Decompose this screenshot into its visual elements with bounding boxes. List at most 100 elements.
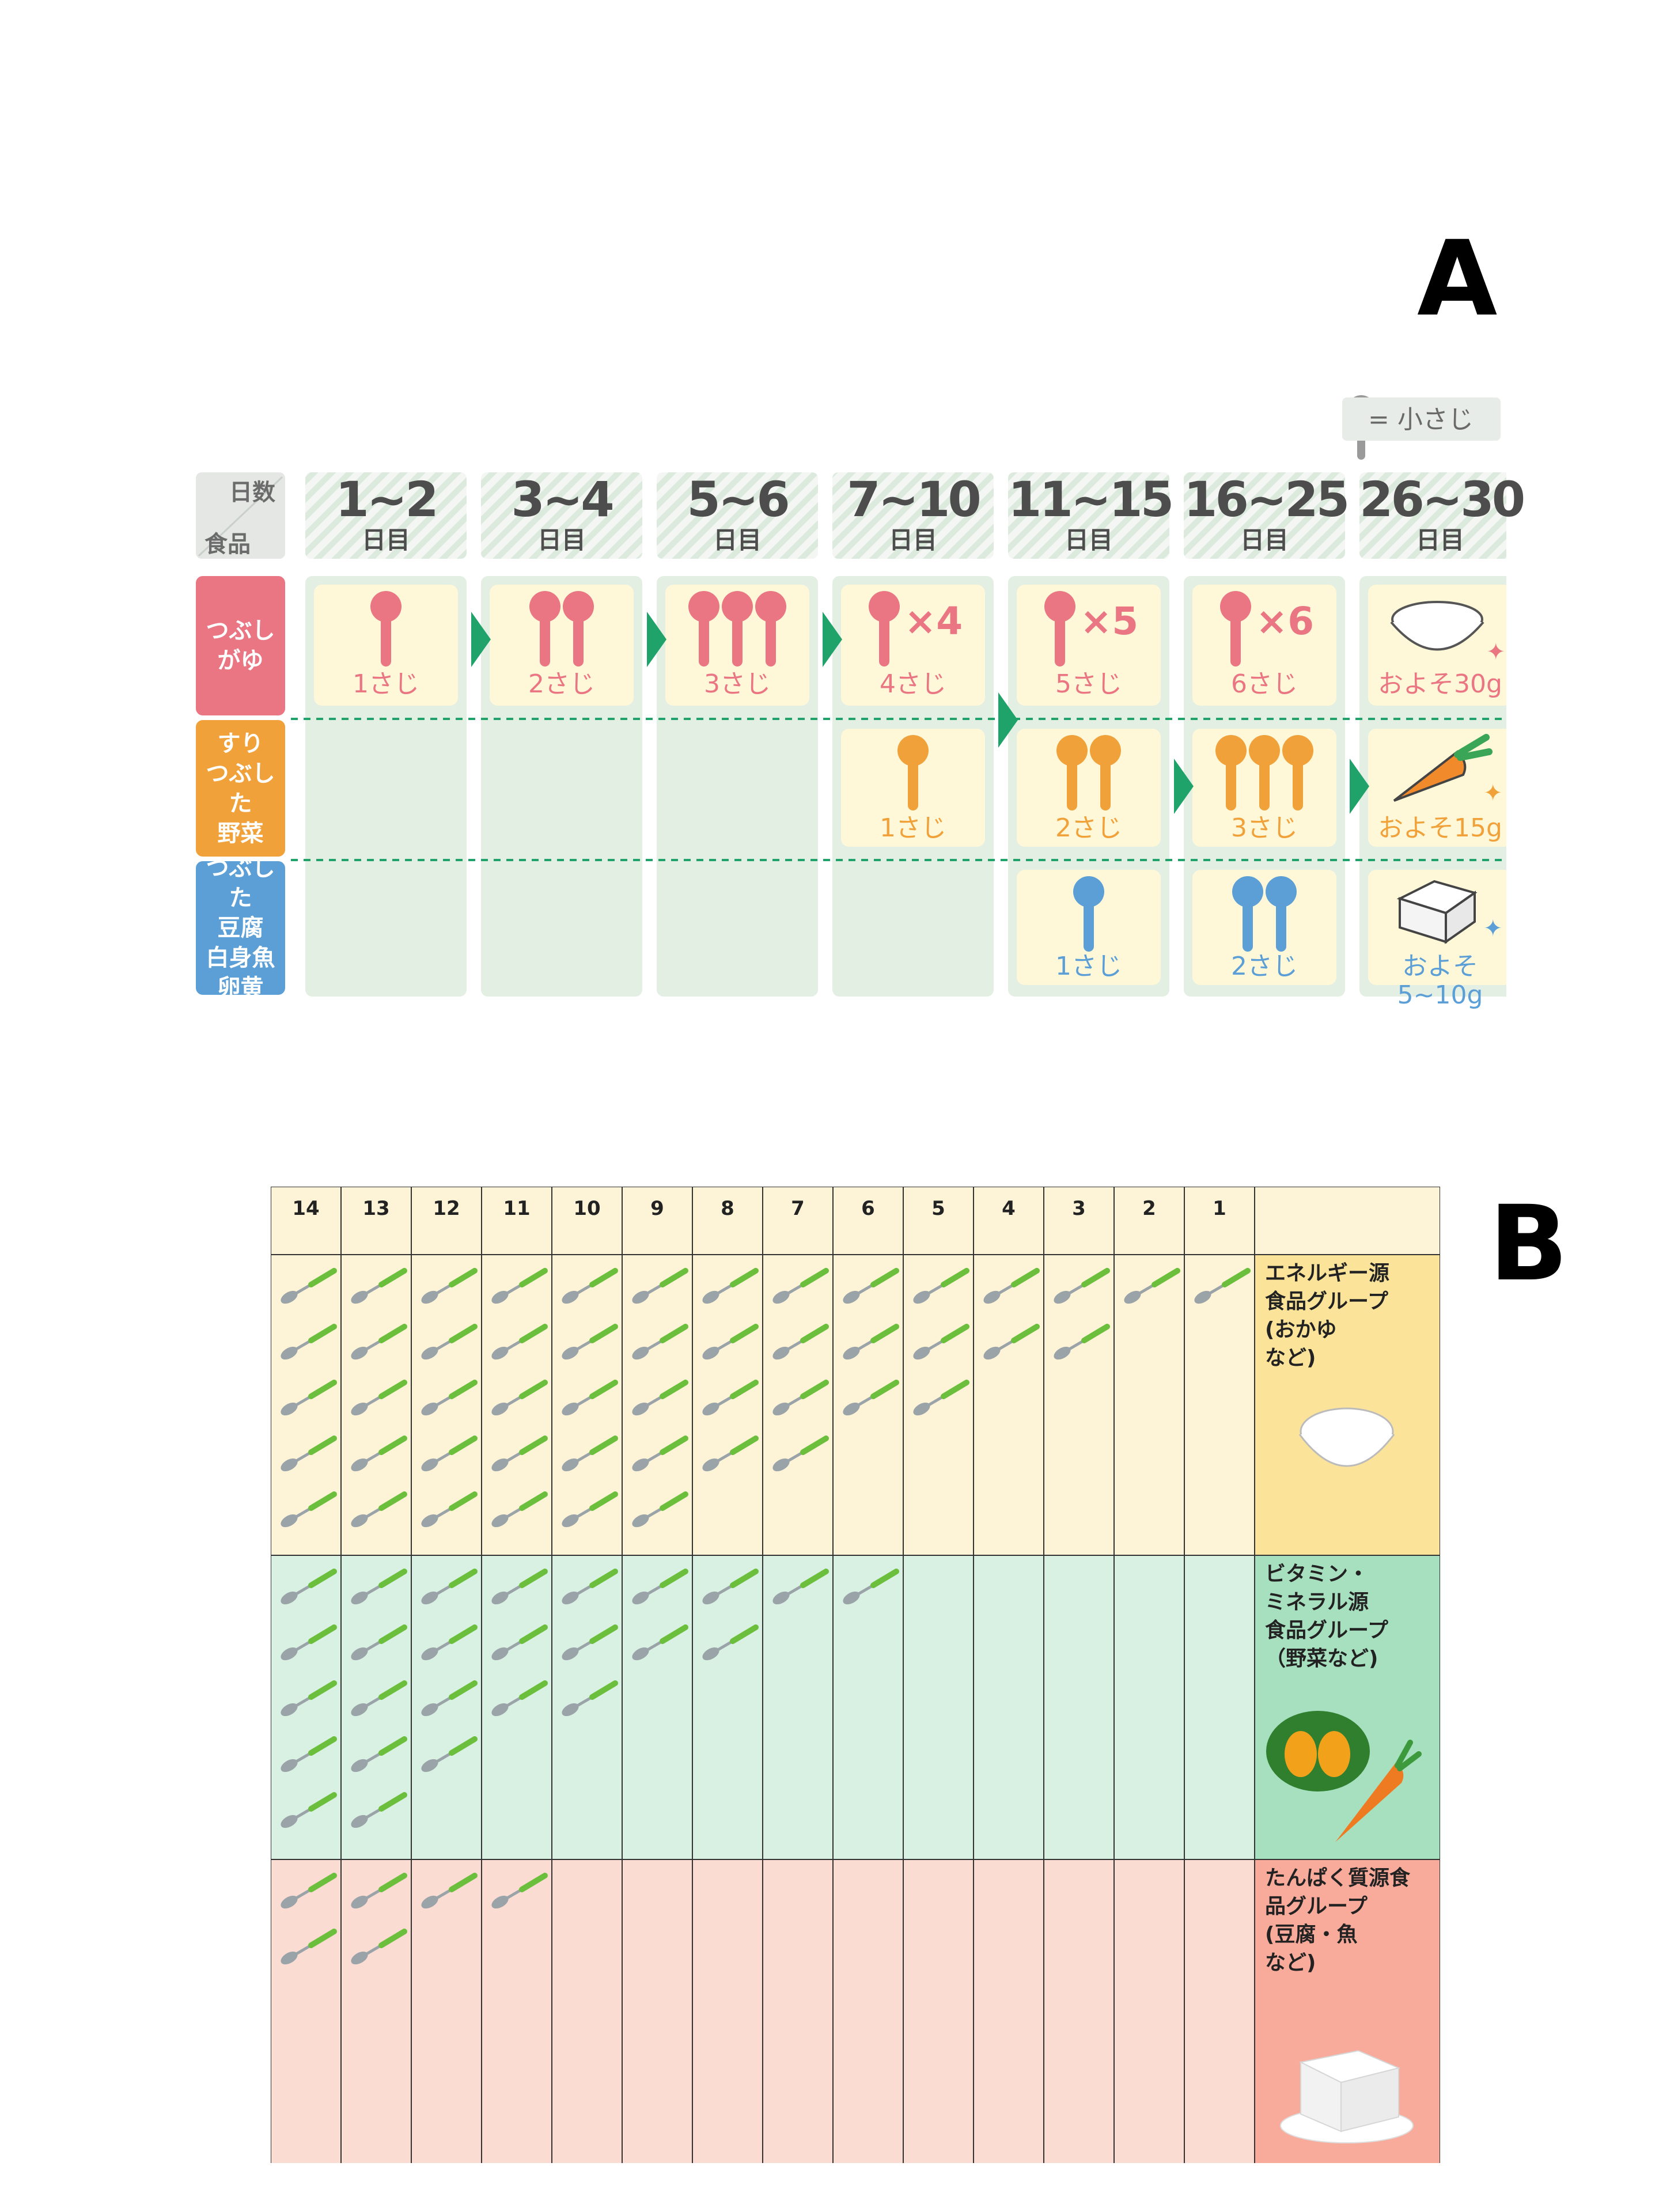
vegetable-arrow-2 <box>1350 759 1369 814</box>
spoon-icon <box>281 1792 337 1828</box>
porridge-spoon-icon <box>1220 591 1251 666</box>
day-range-label: 16~25 <box>1184 471 1350 528</box>
day-header-box-6 <box>1184 472 1345 559</box>
food-group-label-3: たんぱく質源食 品グループ (豆腐・魚 など) <box>1265 1866 1411 1975</box>
spoon-icon <box>281 1324 337 1360</box>
protein-spoon-icon <box>1266 876 1297 952</box>
day-unit-label: 日目 <box>1240 526 1289 554</box>
food-group-label-1: エネルギー源 食品グループ (おかゆ など) <box>1265 1262 1390 1370</box>
spoon-icon <box>1194 1268 1251 1304</box>
panel-b-graphics <box>271 1187 1440 2163</box>
vegetable-spoon-icon <box>897 735 929 810</box>
day-unit-label: 日目 <box>361 526 410 554</box>
spoon-icon <box>562 1491 618 1528</box>
porridge-cell-2 <box>490 585 634 706</box>
day-unit-label: 日目 <box>1415 526 1464 554</box>
spoon-icon <box>281 1736 337 1772</box>
porridge-arrow-3 <box>823 612 842 667</box>
spoon-icon <box>772 1268 829 1304</box>
legend-box <box>1342 397 1501 441</box>
panel-b-spoon-table: 14 13 12 11 10 9 8 7 6 5 4 3 2 1 エネルギー源 食品グループ (おかゆ な… <box>271 1187 1440 2163</box>
spoon-icon <box>772 1569 829 1605</box>
spoon-icon <box>843 1380 899 1416</box>
spoon-icon <box>632 1569 688 1605</box>
porridge-spoon-icon <box>1044 591 1075 666</box>
porridge-spoon-icon <box>370 591 402 666</box>
porridge-arrow-2 <box>647 612 666 667</box>
day-unit-label: 日目 <box>537 526 586 554</box>
porridge-multiplier: ×5 <box>1080 599 1139 643</box>
rice-bowl-icon: ✦ <box>1390 601 1506 665</box>
spoon-icon <box>562 1569 618 1605</box>
spoon-icon <box>281 1268 337 1304</box>
spoon-icon <box>913 1324 969 1360</box>
day-range-label: 1~2 <box>335 471 438 528</box>
spoon-icon <box>281 1380 337 1416</box>
rice-bowl-icon <box>1298 1407 1395 1467</box>
food-group-label-2: ビタミン・ ミネラル源 食品グループ （野菜など) <box>1265 1562 1388 1671</box>
spoon-icon <box>281 1680 337 1717</box>
spoon-icon <box>1054 1268 1110 1304</box>
spoon-icon <box>632 1624 688 1661</box>
day-range-label: 7~10 <box>847 471 982 528</box>
tofu-icon <box>1280 2050 1414 2143</box>
vegetable-amount: およそ15g <box>1378 813 1502 843</box>
spoon-icon <box>702 1569 759 1605</box>
spoon-icon <box>491 1491 548 1528</box>
porridge-amount: およそ30g <box>1378 669 1502 699</box>
day-range-label: 5~6 <box>687 471 790 528</box>
spoon-icon <box>421 1435 478 1472</box>
row-label-1: つぶし がゆ <box>206 618 275 674</box>
porridge-spoon-icon <box>755 591 786 666</box>
spoon-icon <box>702 1380 759 1416</box>
day-header-box-2 <box>481 472 642 559</box>
spoon-icon <box>1054 1324 1110 1360</box>
corner-days-label: 日数 <box>229 479 275 506</box>
spoon-icon <box>983 1268 1040 1304</box>
spoon-icon <box>702 1324 759 1360</box>
spoon-icon <box>421 1736 478 1772</box>
day-number-header: 1 <box>1213 1197 1226 1220</box>
spoon-icon <box>772 1324 829 1360</box>
panel-a-schedule-table: ✦ ✦ ✦ = 小さじ 日数 食品 1~2 日目 3~4 日目 5~6 日目 7~10 日目 11~… <box>193 374 1525 1010</box>
day-number-header: 4 <box>1002 1197 1016 1220</box>
porridge-spoon-icon <box>529 591 560 666</box>
svg-text:✦: ✦ <box>1483 915 1503 942</box>
spoon-icon <box>281 1929 337 1965</box>
protein-amount: およそ5~10g <box>1397 952 1483 1010</box>
vegetable-spoon-icon <box>1215 735 1247 810</box>
spoon-icon <box>351 1624 407 1661</box>
spoon-icon <box>843 1569 899 1605</box>
spoon-icon <box>562 1435 618 1472</box>
spoon-icon <box>351 1736 407 1772</box>
day-unit-label: 日目 <box>1064 526 1113 554</box>
day-header-7: 26~30 日目 <box>1359 472 1525 559</box>
porridge-arrow-4 <box>998 692 1018 748</box>
porridge-arrow-1 <box>471 612 491 667</box>
spoon-icon <box>421 1324 478 1360</box>
legend-text: = 小さじ <box>1368 405 1474 434</box>
spoon-icon <box>632 1324 688 1360</box>
day-number-header: 6 <box>861 1197 875 1220</box>
spoon-icon <box>421 1268 478 1304</box>
spoon-icon <box>281 1624 337 1661</box>
spoon-icon <box>491 1569 548 1605</box>
porridge-spoon-icon <box>722 591 753 666</box>
spoon-icon <box>913 1268 969 1304</box>
spoon-icon <box>351 1792 407 1828</box>
panel-a-graphics: ✦ ✦ ✦ <box>196 395 1506 997</box>
protein-amount: 2さじ <box>1231 952 1298 981</box>
panel-a-label: A <box>1417 219 1498 339</box>
spoon-icon <box>632 1435 688 1472</box>
spoon-icon <box>421 1624 478 1661</box>
spoon-icon <box>632 1268 688 1304</box>
protein-amount: 1さじ <box>1055 952 1122 981</box>
spoon-icon <box>562 1624 618 1661</box>
porridge-amount: 2さじ <box>528 669 595 699</box>
protein-cell-6 <box>1192 870 1336 985</box>
day-number-header: 13 <box>362 1197 390 1220</box>
day-header-4: 7~10 日目 <box>832 472 994 559</box>
svg-text:✦: ✦ <box>1483 780 1503 806</box>
protein-spoon-icon <box>1073 876 1104 952</box>
day-unit-label: 日目 <box>888 526 937 554</box>
